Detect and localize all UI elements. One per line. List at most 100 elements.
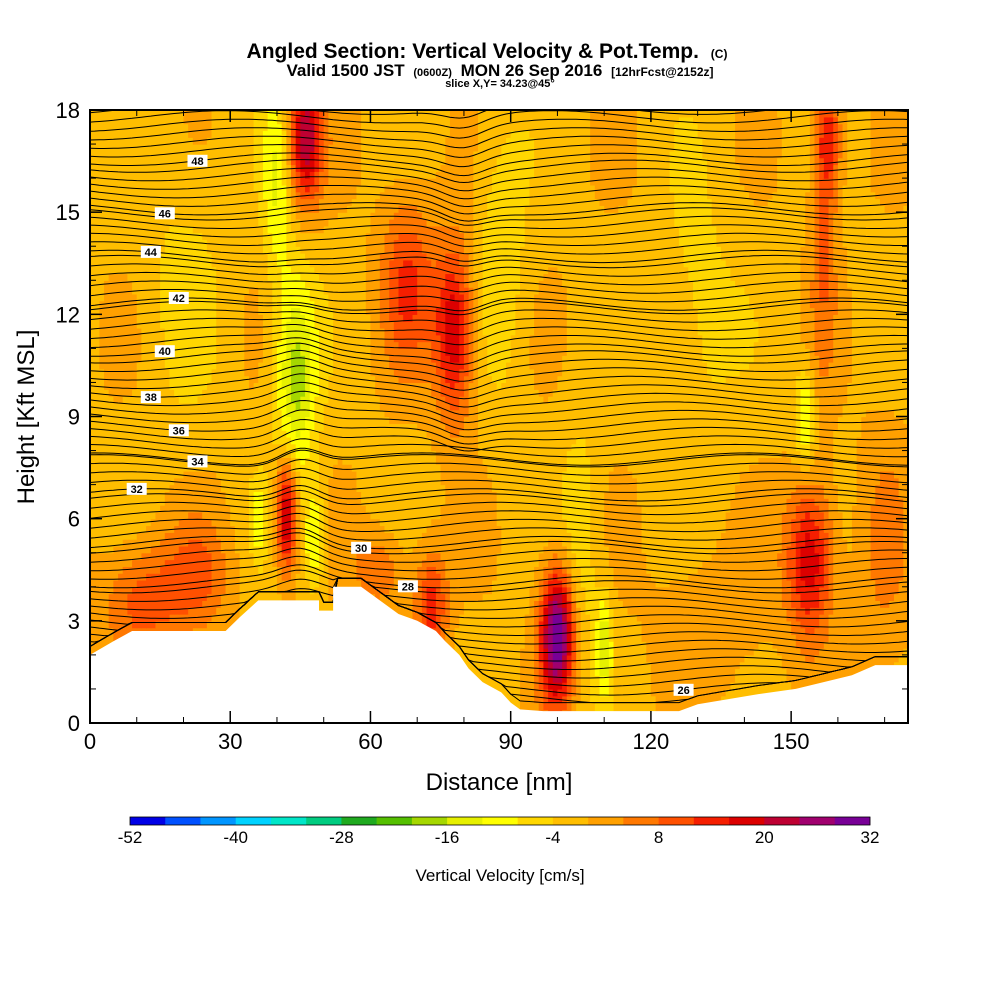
velocity-cell [314, 545, 320, 554]
velocity-cell [674, 600, 680, 608]
velocity-cell [772, 607, 778, 615]
velocity-cell [104, 607, 110, 615]
velocity-cell [361, 579, 367, 588]
velocity-cell [552, 654, 559, 663]
velocity-cell [618, 607, 624, 615]
velocity-cell [543, 559, 549, 567]
velocity-cell [641, 579, 647, 588]
velocity-cell [594, 654, 601, 663]
velocity-cell [678, 600, 685, 608]
velocity-cell [122, 552, 128, 561]
velocity-cell [534, 648, 540, 656]
velocity-cell [730, 675, 736, 683]
velocity-cell [90, 532, 96, 540]
velocity-cell [108, 525, 114, 533]
velocity-cell [861, 552, 867, 561]
velocity-cell [122, 607, 128, 615]
velocity-cell [711, 532, 717, 540]
velocity-cell [791, 566, 797, 574]
velocity-cell [417, 607, 423, 615]
velocity-cell [314, 566, 320, 574]
velocity-cell [487, 668, 493, 676]
velocity-cell [856, 532, 862, 540]
velocity-cell [777, 600, 783, 608]
velocity-cell [496, 654, 502, 663]
velocity-cell [604, 559, 610, 567]
velocity-cell [739, 586, 745, 595]
velocity-cell [435, 545, 442, 554]
velocity-cell [562, 573, 568, 581]
velocity-cell [772, 620, 778, 629]
velocity-cell [847, 654, 853, 663]
velocity-cell [842, 566, 848, 574]
velocity-cell [407, 532, 414, 540]
velocity-cell [276, 566, 283, 574]
velocity-cell [716, 600, 722, 608]
velocity-cell [548, 539, 554, 547]
velocity-cell [566, 539, 573, 547]
velocity-cell [744, 627, 750, 636]
velocity-cell [557, 573, 563, 581]
velocity-cell [248, 559, 255, 567]
velocity-cell [898, 600, 904, 608]
velocity-cell [604, 668, 610, 676]
velocity-cell [206, 620, 213, 629]
velocity-cell [174, 620, 180, 629]
velocity-cell [758, 539, 764, 547]
velocity-cell [692, 682, 699, 690]
velocity-cell [660, 552, 666, 561]
velocity-cell [664, 545, 671, 554]
velocity-cell [707, 552, 713, 561]
velocity-cell [772, 661, 778, 670]
velocity-cell [678, 627, 685, 636]
velocity-cell [566, 566, 573, 574]
velocity-cell [510, 641, 516, 649]
velocity-cell [744, 654, 750, 663]
velocity-cell [132, 607, 138, 615]
velocity-cell [664, 573, 671, 581]
velocity-cell [347, 579, 353, 588]
velocity-cell [417, 593, 423, 601]
velocity-cell [169, 539, 175, 547]
velocity-cell [290, 593, 297, 601]
velocity-cell [412, 614, 418, 622]
velocity-cell [879, 627, 886, 636]
velocity-cell [468, 566, 474, 574]
velocity-cell [590, 614, 596, 622]
velocity-cell [445, 559, 451, 567]
velocity-cell [875, 579, 881, 588]
velocity-cell [258, 573, 264, 581]
velocity-cell [524, 559, 530, 567]
velocity-cell [716, 545, 722, 554]
velocity-cell [122, 573, 128, 581]
velocity-cell [197, 545, 203, 554]
velocity-cell [613, 559, 619, 567]
velocity-cell [707, 614, 713, 622]
velocity-cell [636, 654, 643, 663]
velocity-cell [791, 661, 797, 670]
velocity-cell [697, 675, 703, 683]
velocity-cell [856, 641, 862, 649]
velocity-cell [220, 525, 227, 533]
velocity-cell [370, 552, 376, 561]
velocity-cell [169, 532, 175, 540]
velocity-cell [538, 620, 544, 629]
velocity-cell [342, 552, 348, 561]
velocity-cell [538, 607, 544, 615]
velocity-cell [314, 593, 320, 601]
velocity-cell [786, 627, 792, 636]
velocity-cell [669, 695, 675, 704]
velocity-cell [482, 539, 488, 547]
velocity-cell [721, 661, 727, 670]
velocity-cell [865, 627, 872, 636]
velocity-cell [758, 607, 764, 615]
velocity-cell [721, 675, 727, 683]
velocity-cell [463, 634, 470, 642]
velocity-cell [146, 525, 152, 533]
velocity-cell [356, 525, 362, 533]
velocity-cell [594, 682, 601, 690]
velocity-cell [702, 566, 708, 574]
velocity-cell [608, 593, 615, 601]
velocity-cell [90, 648, 96, 656]
velocity-cell [197, 525, 203, 533]
